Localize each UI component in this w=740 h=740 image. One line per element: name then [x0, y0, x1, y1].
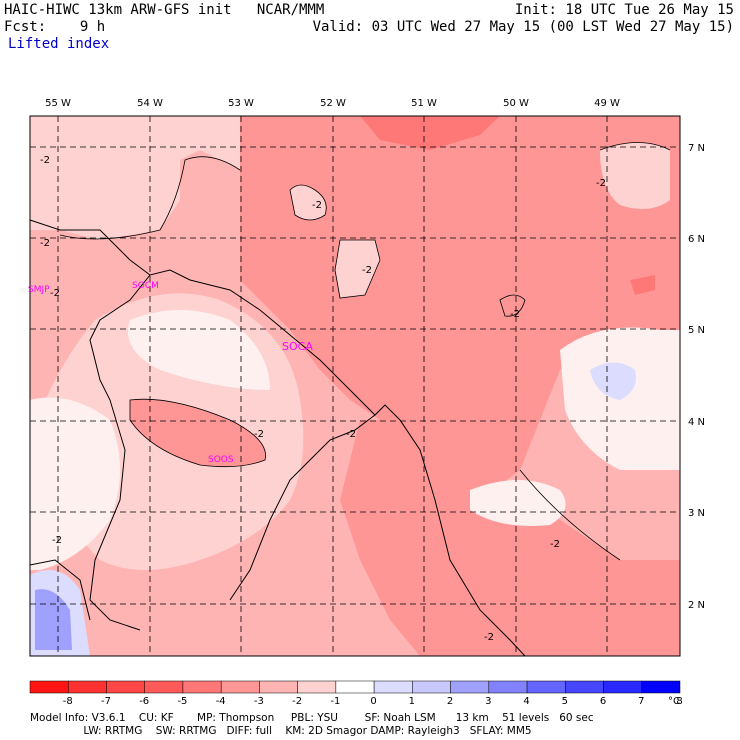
station-label: SOCM: [132, 281, 159, 291]
lon-label: 51 W: [411, 98, 437, 109]
moderate-instability-zone: [240, 116, 680, 560]
high-instability-patch: [360, 116, 500, 150]
colorbar: -8 -7 -6 -5 -4 -3 -2 -1 0 1 2 3 4 5 6 7 8°C: [29, 680, 683, 707]
colorbar-swatch: [603, 680, 643, 694]
lat-label: 6 N: [688, 234, 705, 245]
weak-cell-c: [600, 142, 670, 209]
colorbar-tick-label: -4: [216, 696, 226, 707]
contour-label: -2: [312, 200, 322, 211]
contour-label: -2: [50, 288, 60, 299]
colorbar-tick-label: -7: [101, 696, 111, 707]
colorbar-tick-label: 0: [370, 696, 376, 707]
contour-label: -2: [40, 155, 50, 166]
colorbar-swatch: [106, 680, 145, 694]
colorbar-swatch: [67, 680, 107, 694]
station-label: SOCA: [282, 340, 313, 353]
weak-cell-a: [290, 185, 327, 220]
colorbar-unit: °C: [668, 696, 680, 707]
station-label: SMJP: [28, 285, 50, 295]
colorbar-tick-label: -5: [177, 696, 187, 707]
colorbar-swatch: [29, 680, 69, 694]
colorbar-tick-label: -2: [292, 696, 302, 707]
contour-label: -2: [254, 429, 264, 440]
contour-label: -2: [596, 178, 606, 189]
colorbar-tick-label: 1: [409, 696, 415, 707]
lon-label: 53 W: [228, 98, 254, 109]
title-left: HAIC-HIWC 13km ARW-GFS init NCAR/MMM: [4, 2, 325, 18]
colorbar-tick-label: -1: [330, 696, 340, 707]
contour-label: -2: [346, 429, 356, 440]
lat-label: 2 N: [688, 600, 705, 611]
colorbar-swatch: [259, 680, 298, 694]
colorbar-tick-label: 5: [562, 696, 568, 707]
near-neutral-zone-a: [128, 310, 270, 390]
colorbar-swatch: [373, 680, 413, 694]
colorbar-swatch: [565, 680, 604, 694]
colorbar-tick-label: -8: [63, 696, 73, 707]
map-frame: [29, 115, 681, 657]
contour-label: -2: [510, 309, 520, 320]
lat-label: 3 N: [688, 508, 705, 519]
colorbar-swatch: [182, 680, 222, 694]
colorbar-tick-label: -3: [254, 696, 264, 707]
lat-label: 4 N: [688, 417, 705, 428]
lat-label: 7 N: [688, 143, 705, 154]
fcst-line: Fcst: 9 h: [4, 19, 106, 35]
coastline: [29, 219, 526, 657]
init-line: Init: 18 UTC Tue 26 May 15: [514, 2, 734, 18]
weak-cell-b: [335, 240, 380, 298]
contour-label: -2: [52, 535, 62, 546]
contour-label: -2: [484, 632, 494, 643]
graticule: [30, 116, 680, 656]
footer-model-info: Model Info: V3.6.1 CU: KF MP: Thompson P…: [30, 712, 594, 724]
lon-label: 54 W: [137, 98, 163, 109]
colorbar-swatch: [297, 680, 337, 694]
contour-label: -2: [550, 539, 560, 550]
lon-label: 55 W: [45, 98, 71, 109]
field-name: Lifted index: [8, 36, 110, 52]
colorbar-tick-label: 3: [485, 696, 491, 707]
colorbar-swatch: [641, 680, 681, 694]
colorbar-swatch: [488, 680, 528, 694]
colorbar-swatch: [335, 680, 375, 694]
near-neutral-zone-south: [470, 480, 566, 526]
lon-label: 49 W: [594, 98, 620, 109]
lat-label: 5 N: [688, 325, 705, 336]
colorbar-swatch: [220, 680, 260, 694]
valid-line: Valid: 03 UTC Wed 27 May 15 (00 LST Wed …: [312, 19, 734, 35]
near-neutral-zone-b: [30, 397, 120, 570]
colorbar-tick-label: 7: [638, 696, 644, 707]
footer-physics-info: LW: RRTMG SW: RRTMG DIFF: full KM: 2D Sm…: [30, 725, 532, 737]
contour-label: -2: [362, 265, 372, 276]
lon-label: 52 W: [320, 98, 346, 109]
colorbar-tick-label: 6: [600, 696, 606, 707]
moderate-instability-south: [340, 420, 680, 656]
stable-patch-east: [590, 362, 636, 400]
colorbar-swatch: [412, 680, 451, 694]
colorbar-swatch: [526, 680, 566, 694]
high-instability-patch-east: [630, 275, 655, 295]
lon-label: 50 W: [503, 98, 529, 109]
colorbar-swatch: [144, 680, 184, 694]
colorbar-swatch: [450, 680, 490, 694]
colorbar-tick-label: 2: [447, 696, 453, 707]
contour-label: -2: [40, 238, 50, 249]
colorbar-tick-label: 4: [523, 696, 529, 707]
station-label: SOOS: [208, 455, 234, 465]
colorbar-tick-label: 8: [676, 696, 682, 707]
colorbar-tick-label: -6: [139, 696, 149, 707]
